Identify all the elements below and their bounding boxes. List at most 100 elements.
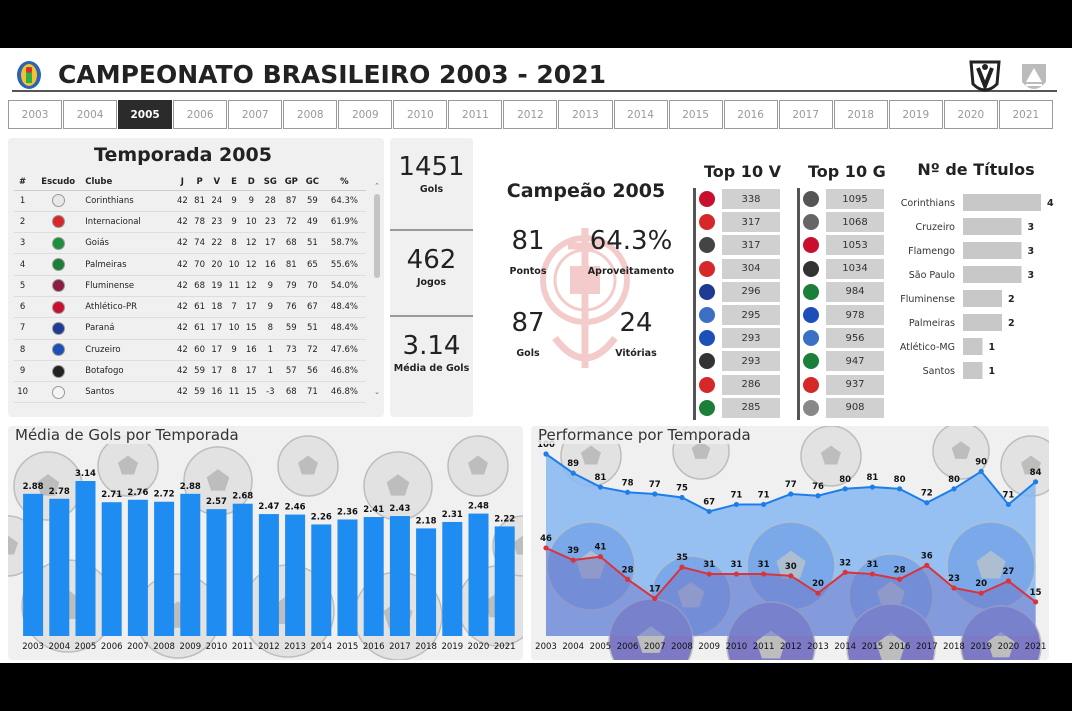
table-row: 3 Goiás 42 74 22 8 12 17 68 51 58.7% (14, 232, 366, 255)
cell-d: 12 (242, 275, 260, 297)
year-tab-2013[interactable]: 2013 (558, 100, 613, 129)
year-tab-2016[interactable]: 2016 (723, 100, 778, 129)
cell-gc: 72 (301, 339, 323, 361)
standings-scrollbar[interactable]: ⌃ ⌄ (372, 182, 382, 402)
club-crest-icon (699, 353, 715, 370)
year-tab-2014[interactable]: 2014 (613, 100, 668, 129)
cell-pct: 46.8% (322, 381, 366, 404)
year-tab-2003[interactable]: 2003 (8, 100, 63, 129)
performance-x-label: 2019 (970, 642, 992, 652)
avg-goals-value-label: 2.18 (416, 516, 437, 526)
club-crest-icon (803, 214, 819, 231)
performance-value-label: 84 (1030, 468, 1042, 478)
performance-value-label: 31 (866, 560, 878, 570)
cell-v: 22 (208, 232, 226, 255)
cell-gp: 57 (280, 360, 302, 383)
cell-j: 42 (173, 190, 191, 212)
performance-point (679, 494, 685, 501)
top-list-value: 1068 (826, 212, 884, 233)
performance-value-label: 77 (649, 480, 661, 490)
cell-p: 68 (190, 275, 209, 297)
performance-value-label: 77 (785, 480, 797, 490)
cell-v: 20 (208, 253, 226, 276)
performance-value-label: 31 (703, 560, 715, 570)
avg-goals-bar (468, 513, 489, 636)
club-crest-cell (31, 296, 86, 319)
year-tab-2007[interactable]: 2007 (228, 100, 283, 129)
top-list-item: 908 (803, 397, 885, 418)
cell-j: 42 (173, 232, 191, 255)
club-crest-cell (31, 381, 86, 404)
avg-goals-x-label: 2004 (48, 642, 70, 652)
year-tab-2005[interactable]: 2005 (118, 100, 173, 129)
performance-x-label: 2020 (998, 642, 1020, 652)
cell-v: 17 (208, 339, 226, 361)
year-tab-2012[interactable]: 2012 (503, 100, 558, 129)
year-tab-2015[interactable]: 2015 (668, 100, 723, 129)
titles-value-label: 3 (1028, 246, 1035, 257)
avg-goals-x-label: 2003 (22, 642, 44, 652)
cell-pos: 1 (14, 190, 32, 212)
year-tab-2008[interactable]: 2008 (283, 100, 338, 129)
year-tab-2019[interactable]: 2019 (888, 100, 943, 129)
cell-v: 18 (208, 296, 226, 319)
year-tab-2009[interactable]: 2009 (338, 100, 393, 129)
cell-pos: 7 (14, 317, 32, 340)
avg-goals-value-label: 2.68 (232, 492, 253, 502)
cell-club: Internacional (85, 211, 174, 234)
performance-value-label: 36 (921, 551, 933, 561)
trophy-icon (17, 61, 41, 89)
year-tab-2017[interactable]: 2017 (778, 100, 833, 129)
year-tab-2004[interactable]: 2004 (63, 100, 118, 129)
cell-sg: 17 (259, 232, 281, 255)
performance-point (788, 573, 794, 579)
kpi-gols: 1451 Gols (390, 138, 473, 224)
performance-x-label: 2016 (889, 642, 911, 652)
titles-category-label: Atlético-MG (900, 342, 955, 353)
year-tab-2011[interactable]: 2011 (448, 100, 503, 129)
year-tab-2018[interactable]: 2018 (833, 100, 888, 129)
cell-p: 61 (190, 317, 209, 340)
titles-bar (963, 338, 983, 355)
performance-value-label: 71 (730, 490, 742, 500)
cell-e: 11 (225, 275, 243, 297)
top-list-item: 304 (699, 258, 781, 279)
titles-bar (963, 218, 1022, 235)
cell-gp: 68 (280, 232, 302, 255)
avg-goals-value-label: 2.46 (285, 503, 306, 513)
year-tab-2021[interactable]: 2021 (998, 100, 1053, 129)
titles-value-label: 2 (1008, 318, 1015, 329)
column-header: % (322, 174, 366, 191)
year-tab-2010[interactable]: 2010 (393, 100, 448, 129)
cell-gc: 70 (301, 275, 323, 297)
cell-gc: 65 (301, 253, 323, 276)
avg-goals-x-label: 2018 (415, 642, 437, 652)
top-list-value: 908 (826, 397, 884, 418)
year-tab-2020[interactable]: 2020 (943, 100, 998, 129)
cell-gc: 59 (301, 190, 323, 212)
cell-e: 7 (225, 296, 243, 319)
avg-goals-bar (23, 493, 44, 636)
scroll-up-icon[interactable]: ⌃ (374, 182, 380, 190)
performance-value-label: 78 (622, 478, 634, 488)
cell-gp: 68 (280, 381, 302, 404)
scroll-down-icon[interactable]: ⌄ (374, 388, 380, 396)
cell-d: 9 (242, 190, 260, 212)
cell-p: 59 (190, 381, 209, 404)
cell-p: 59 (190, 360, 209, 383)
club-crest-icon (803, 307, 819, 323)
scroll-thumb[interactable] (374, 194, 380, 278)
table-row: 1 Corinthians 42 81 24 9 9 28 87 59 64.3% (14, 190, 366, 212)
performance-point (625, 576, 631, 582)
cell-pct: 47.6% (322, 339, 366, 361)
avg-goals-value-label: 2.76 (127, 488, 148, 498)
column-header: Clube (85, 174, 174, 191)
performance-x-label: 2011 (753, 642, 775, 652)
club-crest-icon (803, 330, 819, 347)
column-header: J (173, 174, 191, 191)
year-tab-2006[interactable]: 2006 (173, 100, 228, 129)
performance-x-label: 2013 (807, 642, 829, 652)
avg-goals-x-label: 2005 (75, 642, 97, 652)
avg-goals-chart-svg: 2.88 2003 2.78 2004 3.14 2005 2.71 2006 2.76 2007… (8, 426, 523, 660)
club-crest-cell (31, 253, 86, 276)
